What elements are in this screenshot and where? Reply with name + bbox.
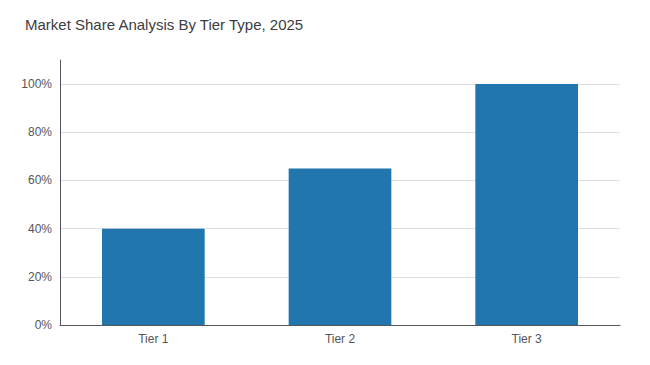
svg-text:Tier 1: Tier 1 [138,332,169,346]
svg-text:80%: 80% [28,125,52,139]
svg-text:20%: 20% [28,270,52,284]
svg-text:40%: 40% [28,222,52,236]
svg-text:60%: 60% [28,173,52,187]
svg-text:Tier 2: Tier 2 [325,332,356,346]
svg-text:100%: 100% [21,77,52,91]
svg-text:Market Share Analysis By Tier: Market Share Analysis By Tier Type, 2025 [25,16,303,33]
svg-text:0%: 0% [35,318,53,332]
svg-text:Tier 3: Tier 3 [512,332,543,346]
